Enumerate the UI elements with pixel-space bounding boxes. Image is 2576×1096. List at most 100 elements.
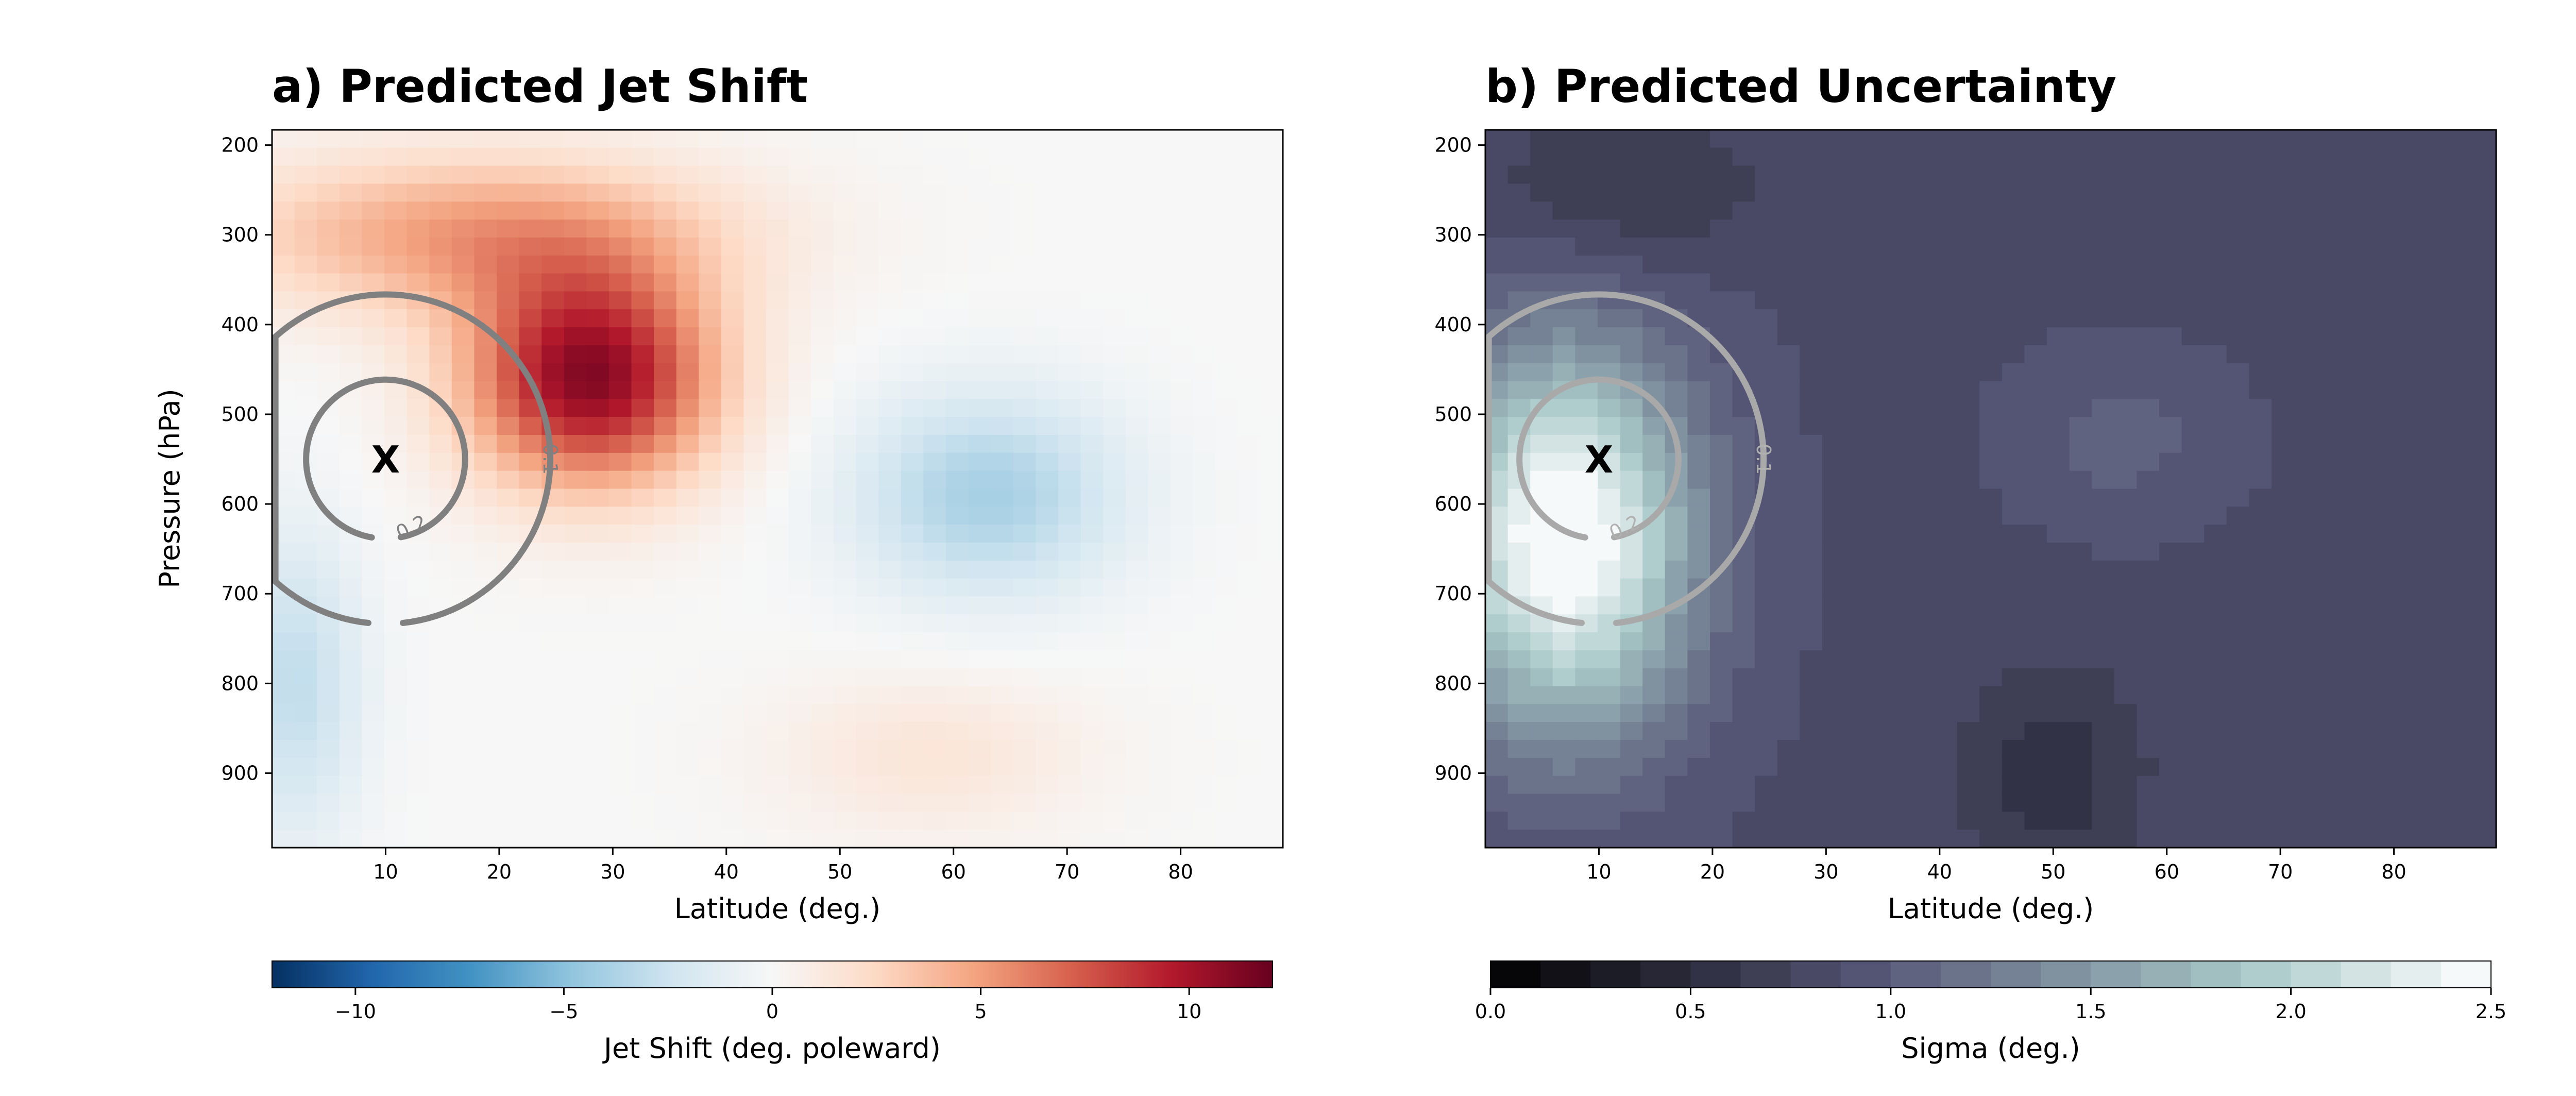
heatmap-cell <box>1620 417 1643 435</box>
heatmap-cell <box>1867 578 1890 597</box>
heatmap-cell <box>654 130 677 148</box>
heatmap-cell <box>1979 147 2003 166</box>
heatmap-cell <box>878 255 902 274</box>
heatmap-cell <box>451 399 475 418</box>
heatmap-cell <box>1979 812 2003 830</box>
heatmap-cell <box>1193 327 1216 346</box>
heatmap-cell <box>2226 488 2250 508</box>
heatmap-cell <box>2429 452 2452 471</box>
heatmap-cell <box>1080 470 1104 490</box>
heatmap-cell <box>968 830 991 848</box>
heatmap-cell <box>474 399 497 418</box>
heatmap-cell <box>2137 757 2160 777</box>
heatmap-cell <box>2204 757 2227 777</box>
heatmap-cell <box>1238 686 1261 705</box>
heatmap-cell <box>1912 220 1935 238</box>
heatmap-cell <box>1620 830 1643 848</box>
heatmap-cell <box>1777 327 1801 346</box>
heatmap-cell <box>451 507 475 525</box>
heatmap-cell <box>586 686 609 705</box>
heatmap-cell <box>2002 291 2025 310</box>
heatmap-cell <box>991 381 1014 400</box>
heatmap-cell <box>497 183 520 203</box>
heatmap-cell <box>811 435 834 453</box>
heatmap-cell <box>2361 542 2384 561</box>
heatmap-cell <box>1260 201 1283 220</box>
heatmap-cell <box>1665 165 1688 184</box>
heatmap-cell <box>1171 273 1194 292</box>
heatmap-cell <box>1642 183 1666 203</box>
heatmap-cell <box>811 165 834 184</box>
heatmap-cell <box>1080 757 1104 777</box>
colorbar-segment <box>1991 961 2041 988</box>
heatmap-cell <box>541 812 565 830</box>
heatmap-cell <box>1822 255 1845 274</box>
heatmap-cell <box>1889 201 1913 220</box>
heatmap-cell <box>1957 560 1980 579</box>
heatmap-cell <box>811 757 834 777</box>
heatmap-cell <box>609 363 632 382</box>
heatmap-cell <box>1215 578 1239 597</box>
heatmap-cell <box>1148 435 1171 453</box>
heatmap-cell <box>1732 830 1755 848</box>
heatmap-cell <box>1822 740 1845 758</box>
heatmap-cell <box>1710 417 1733 435</box>
heatmap-cell <box>1912 740 1935 758</box>
heatmap-cell <box>878 775 902 795</box>
heatmap-cell <box>317 704 340 723</box>
heatmap-cell <box>654 757 677 777</box>
heatmap-cell <box>272 668 295 687</box>
heatmap-cell <box>1912 488 1935 508</box>
heatmap-cell <box>1193 686 1216 705</box>
heatmap-cell <box>766 147 789 166</box>
heatmap-cell <box>451 237 475 256</box>
heatmap-cell <box>2114 668 2138 687</box>
heatmap-cell <box>1530 812 1553 830</box>
heatmap-cell <box>2361 470 2384 490</box>
heatmap-cell <box>1260 130 1283 148</box>
heatmap-cell <box>2406 470 2429 490</box>
heatmap-cell <box>1575 686 1598 705</box>
heatmap-cell <box>541 668 565 687</box>
heatmap-cell <box>676 327 700 346</box>
heatmap-cell <box>497 596 520 615</box>
heatmap-cell <box>2159 632 2182 651</box>
heatmap-cell <box>1013 775 1037 795</box>
heatmap-cell <box>2204 237 2227 256</box>
heatmap-cell <box>1575 220 1598 238</box>
heatmap-cell <box>1957 632 1980 651</box>
heatmap-cell <box>519 345 542 364</box>
heatmap-cell <box>1755 578 1778 597</box>
heatmap-cell <box>1193 578 1216 597</box>
heatmap-cell <box>609 775 632 795</box>
heatmap-cell <box>1058 830 1081 848</box>
heatmap-cell <box>429 542 452 561</box>
heatmap-cell <box>654 794 677 813</box>
heatmap-cell <box>1058 381 1081 400</box>
heatmap-cell <box>294 830 317 848</box>
heatmap-cell <box>2429 273 2452 292</box>
heatmap-cell <box>2092 381 2115 400</box>
heatmap-cell <box>451 255 475 274</box>
heatmap-cell <box>1103 130 1126 148</box>
heatmap-cell <box>2361 704 2384 723</box>
x-tick-label: 50 <box>2041 861 2065 883</box>
heatmap-cell <box>2181 291 2205 310</box>
heatmap-cell <box>1912 165 1935 184</box>
heatmap-cell <box>1260 596 1283 615</box>
heatmap-cell <box>2384 740 2407 758</box>
heatmap-cell <box>1844 542 1868 561</box>
heatmap-cell <box>1867 812 1890 830</box>
heatmap-cell <box>1530 130 1553 148</box>
heatmap-cell <box>1080 686 1104 705</box>
heatmap-cell <box>1844 255 1868 274</box>
heatmap-cell <box>2024 488 2047 508</box>
heatmap-cell <box>1080 147 1104 166</box>
heatmap-cell <box>1058 740 1081 758</box>
heatmap-cell <box>1822 830 1845 848</box>
heatmap-cell <box>1665 273 1688 292</box>
heatmap-cell <box>923 165 946 184</box>
heatmap-cell <box>2294 201 2317 220</box>
heatmap-cell <box>743 812 767 830</box>
heatmap-cell <box>1844 686 1868 705</box>
